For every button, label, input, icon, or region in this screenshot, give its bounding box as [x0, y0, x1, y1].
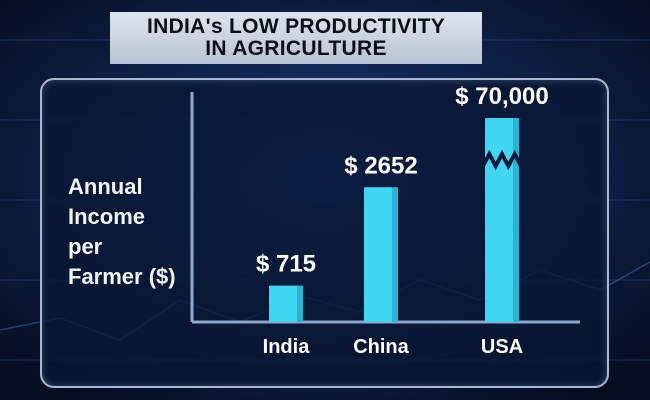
bar-china [364, 187, 398, 322]
bar-shade-india [297, 285, 303, 322]
category-label-usa: USA [481, 336, 523, 358]
bar-india [269, 285, 303, 322]
chart-title: INDIA's LOW PRODUCTIVITY IN AGRICULTURE [110, 12, 482, 64]
chart-title-line1: INDIA's LOW PRODUCTIVITY [146, 15, 446, 38]
value-label-usa: $ 70,000 [455, 83, 548, 110]
chart-title-line2: IN AGRICULTURE [205, 37, 387, 60]
y-axis-label-line1: Annual [68, 174, 143, 199]
category-label-india: India [263, 336, 311, 358]
value-label-india: $ 715 [256, 251, 316, 278]
y-axis-label: Annual Income per Farmer ($) [68, 172, 188, 292]
y-axis-label-line3: per [68, 234, 103, 259]
y-axis-label-line2: Income [68, 204, 146, 229]
category-label-china: China [353, 336, 409, 358]
bar-shade-china [392, 187, 398, 322]
y-axis-label-line4: Farmer ($) [68, 264, 176, 289]
bar-shade-usa [513, 118, 519, 322]
axis-break-marker [481, 149, 523, 171]
bar-usa [485, 118, 519, 322]
value-label-china: $ 2652 [344, 152, 417, 179]
